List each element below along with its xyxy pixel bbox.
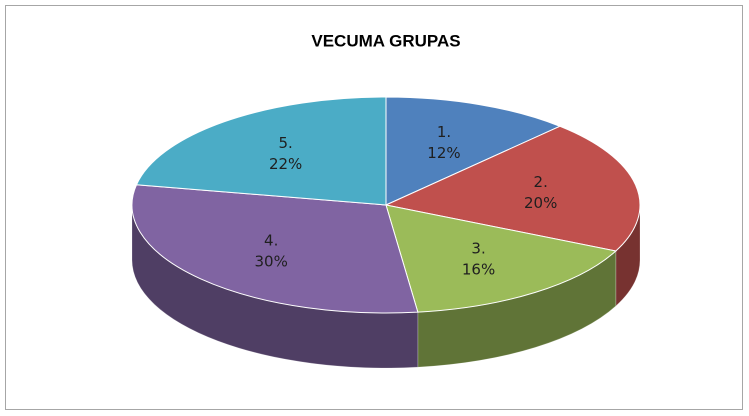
chart-title: VECUMA GRUPAS (311, 31, 460, 50)
slice-value-label: 12% (427, 144, 460, 162)
slice-category: 3. (471, 240, 485, 258)
slice-category: 4. (264, 231, 278, 249)
slice (384, 125, 641, 252)
slice (385, 96, 562, 206)
slice (385, 204, 617, 313)
slice (135, 96, 387, 206)
slice-value-label: 22% (269, 155, 302, 173)
slice-category: 2. (534, 173, 548, 191)
slice-category: 1. (437, 123, 451, 141)
slice-value-label: 30% (255, 252, 288, 270)
slice-category: 5. (278, 134, 292, 152)
slice-value-label: 16% (462, 261, 495, 279)
slice-value-label: 20% (524, 194, 557, 212)
slice (131, 184, 419, 314)
